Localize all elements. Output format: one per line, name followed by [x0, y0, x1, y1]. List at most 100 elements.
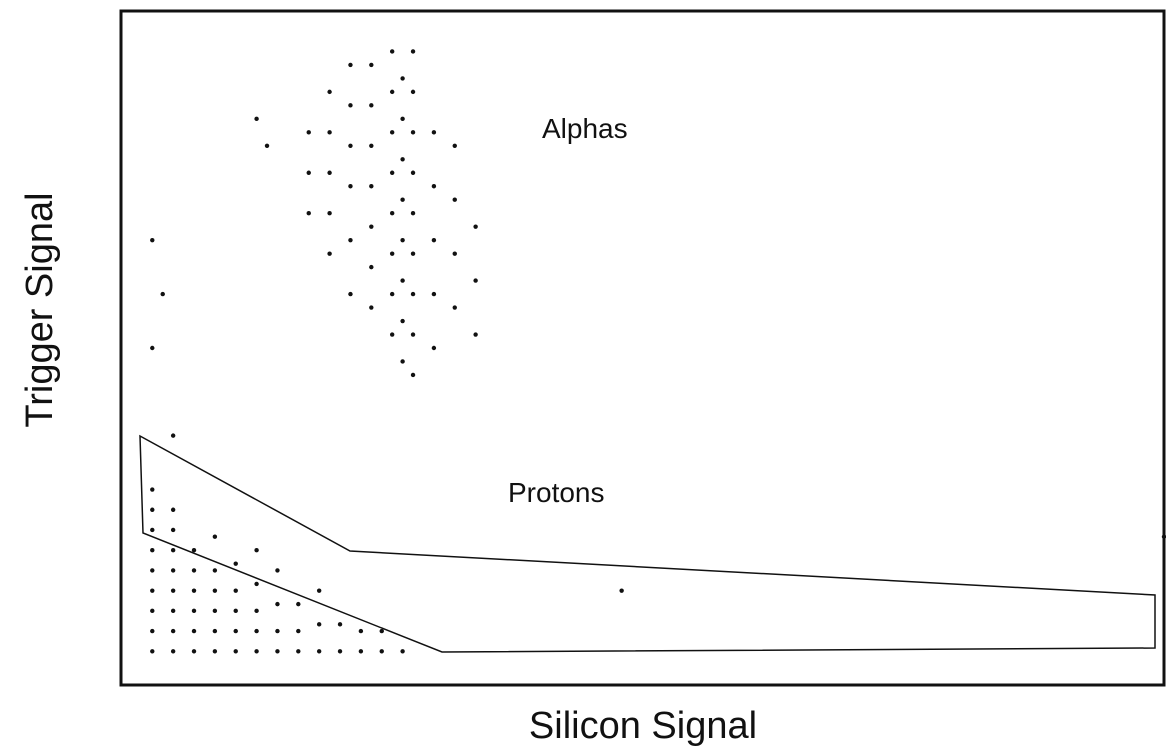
point [170, 628, 176, 634]
point [150, 588, 155, 593]
point [264, 143, 270, 148]
point [191, 608, 197, 614]
point [170, 527, 176, 533]
point [233, 608, 238, 614]
point [400, 318, 405, 324]
point [191, 568, 197, 573]
point [191, 649, 197, 654]
point [369, 143, 374, 148]
point [619, 588, 624, 593]
point [400, 197, 405, 202]
point [254, 116, 259, 122]
point [1161, 534, 1166, 539]
point [327, 211, 332, 216]
point [410, 170, 416, 175]
point [150, 568, 155, 573]
point [327, 170, 332, 175]
point [389, 332, 395, 337]
point [233, 561, 238, 566]
point [296, 601, 301, 607]
proton-gate [139, 434, 1156, 653]
point [306, 211, 311, 216]
point [358, 649, 364, 654]
point [212, 534, 218, 539]
point [150, 237, 155, 243]
point [150, 345, 155, 351]
point [254, 628, 259, 634]
point [212, 608, 218, 614]
point [431, 237, 437, 243]
point [400, 116, 405, 122]
point [400, 237, 405, 243]
point [452, 143, 457, 148]
point [212, 649, 218, 654]
point [275, 601, 280, 607]
point [160, 291, 165, 297]
point [410, 332, 416, 337]
point [369, 103, 374, 108]
point [348, 184, 353, 189]
point [337, 649, 343, 654]
point [306, 170, 311, 175]
point [170, 608, 176, 614]
point [348, 237, 353, 243]
point [369, 264, 374, 270]
point [275, 649, 280, 654]
point [150, 649, 155, 654]
plot-frame [119, 9, 1166, 687]
point [275, 568, 280, 573]
point [473, 332, 478, 337]
point [254, 649, 259, 654]
point [389, 170, 395, 175]
x-axis-label: Silicon Signal [529, 705, 757, 747]
point [191, 588, 197, 593]
point [150, 548, 155, 553]
point [431, 345, 437, 351]
point [170, 588, 176, 593]
point [389, 49, 395, 54]
point [369, 305, 374, 310]
point [358, 628, 364, 634]
point [306, 130, 311, 135]
point [150, 628, 155, 634]
point [348, 103, 353, 108]
point [254, 608, 259, 614]
point [410, 372, 416, 378]
point [369, 184, 374, 189]
point [400, 649, 405, 654]
point [431, 291, 437, 297]
annotation: Alphas [542, 113, 628, 144]
point [389, 251, 395, 256]
point [452, 305, 457, 310]
point [170, 507, 176, 512]
point [473, 224, 478, 229]
point [296, 628, 301, 634]
point [389, 211, 395, 216]
point [170, 649, 176, 654]
point [389, 89, 395, 95]
point [410, 251, 416, 256]
point [327, 89, 332, 95]
point [191, 548, 197, 553]
point [316, 588, 322, 593]
point [410, 211, 416, 216]
point [400, 359, 405, 364]
point [316, 622, 322, 627]
point [275, 628, 280, 634]
point [348, 143, 353, 148]
point [400, 76, 405, 81]
point [400, 157, 405, 162]
point [150, 507, 155, 512]
annotation: Protons [508, 477, 605, 508]
point [233, 628, 238, 634]
point [410, 291, 416, 297]
point [431, 130, 437, 135]
point [170, 568, 176, 573]
point [170, 548, 176, 553]
point [212, 588, 218, 593]
point [369, 62, 374, 68]
point [389, 291, 395, 297]
point [327, 130, 332, 135]
